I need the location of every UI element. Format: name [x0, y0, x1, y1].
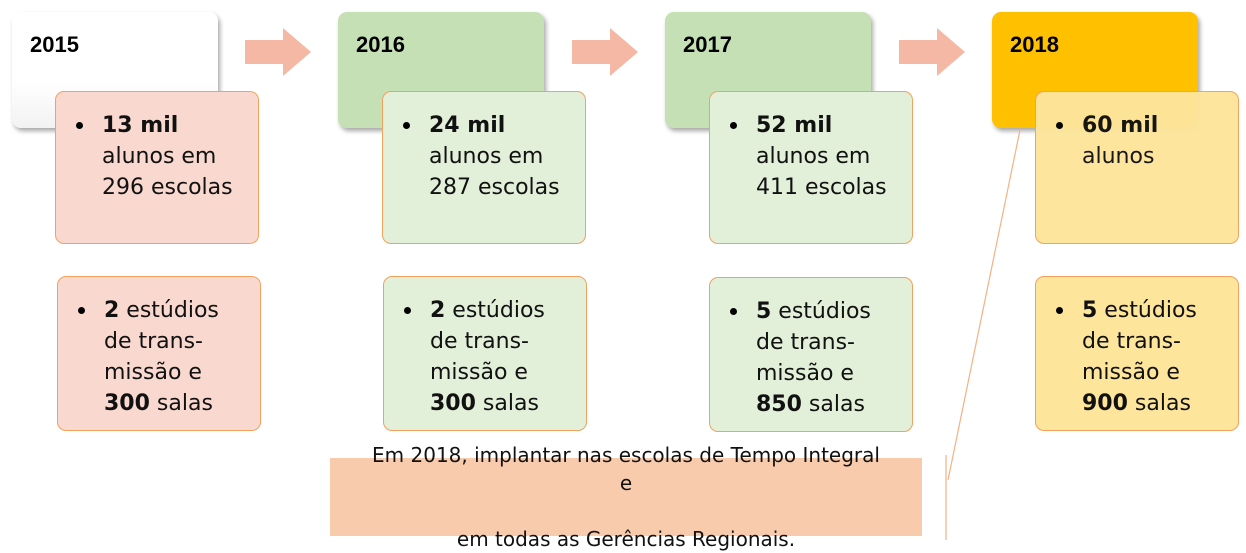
studios-value: 2 — [430, 298, 446, 323]
studios-value: 5 — [1082, 298, 1098, 323]
students-text: alunos em — [429, 144, 544, 169]
arrow-right-icon — [899, 28, 965, 76]
year-label: 2015 — [30, 32, 79, 57]
studios-text: de trans- — [756, 330, 855, 355]
rooms-value: 300 — [104, 391, 150, 416]
students-card-2018: 60 mil alunos — [1035, 91, 1239, 244]
schools-text: 296 escolas — [102, 175, 233, 200]
schools-text: 411 escolas — [756, 175, 887, 200]
arrow-right-icon — [572, 28, 638, 76]
rooms-value: 850 — [756, 392, 802, 417]
students-text: alunos em — [756, 144, 871, 169]
note-line: Em 2018, implantar nas escolas de Tempo … — [372, 443, 880, 495]
studios-text: missão e — [1082, 360, 1180, 385]
bullet-icon — [76, 122, 83, 129]
students-value: 60 mil — [1082, 113, 1159, 138]
note-box: Em 2018, implantar nas escolas de Tempo … — [330, 443, 922, 551]
schools-text: 287 escolas — [429, 175, 560, 200]
studios-text: missão e — [104, 360, 202, 385]
studios-card-2018: 5 estúdios de trans- missão e 900 salas — [1035, 276, 1239, 431]
bullet-icon — [1056, 307, 1063, 314]
students-card-2016: 24 mil alunos em 287 escolas — [382, 91, 586, 244]
rooms-value: 900 — [1082, 391, 1128, 416]
studios-text: estúdios — [771, 299, 871, 324]
students-value: 13 mil — [102, 113, 179, 138]
rooms-text: salas — [475, 391, 539, 416]
students-value: 52 mil — [756, 113, 833, 138]
rooms-text: salas — [149, 391, 213, 416]
studios-text: missão e — [756, 361, 854, 386]
year-label: 2018 — [1010, 32, 1059, 57]
bullet-icon — [403, 122, 410, 129]
bullet-icon — [78, 307, 85, 314]
rooms-text: salas — [801, 392, 865, 417]
studios-text: estúdios — [119, 298, 219, 323]
studios-card-2015: 2 estúdios de trans- missão e 300 salas — [57, 276, 261, 431]
studios-text: estúdios — [1097, 298, 1197, 323]
bullet-icon — [1056, 122, 1063, 129]
students-text: alunos em — [102, 144, 217, 169]
studios-value: 2 — [104, 298, 120, 323]
students-text: alunos — [1082, 144, 1155, 169]
year-label: 2017 — [683, 32, 732, 57]
rooms-text: salas — [1127, 391, 1191, 416]
students-card-2015: 13 mil alunos em 296 escolas — [55, 91, 259, 244]
studios-text: missão e — [430, 360, 528, 385]
studios-card-2017: 5 estúdios de trans- missão e 850 salas — [709, 277, 913, 432]
students-value: 24 mil — [429, 113, 506, 138]
studios-value: 5 — [756, 299, 772, 324]
bullet-icon — [404, 307, 411, 314]
bullet-icon — [730, 308, 737, 315]
year-label: 2016 — [356, 32, 405, 57]
bullet-icon — [730, 122, 737, 129]
students-card-2017: 52 mil alunos em 411 escolas — [709, 91, 913, 244]
rooms-value: 300 — [430, 391, 476, 416]
studios-text: estúdios — [445, 298, 545, 323]
studios-text: de trans- — [104, 329, 203, 354]
studios-card-2016: 2 estúdios de trans- missão e 300 salas — [383, 276, 587, 431]
studios-text: de trans- — [430, 329, 529, 354]
arrow-right-icon — [245, 28, 311, 76]
note-line: em todas as Gerências Regionais. — [456, 527, 796, 551]
studios-text: de trans- — [1082, 329, 1181, 354]
